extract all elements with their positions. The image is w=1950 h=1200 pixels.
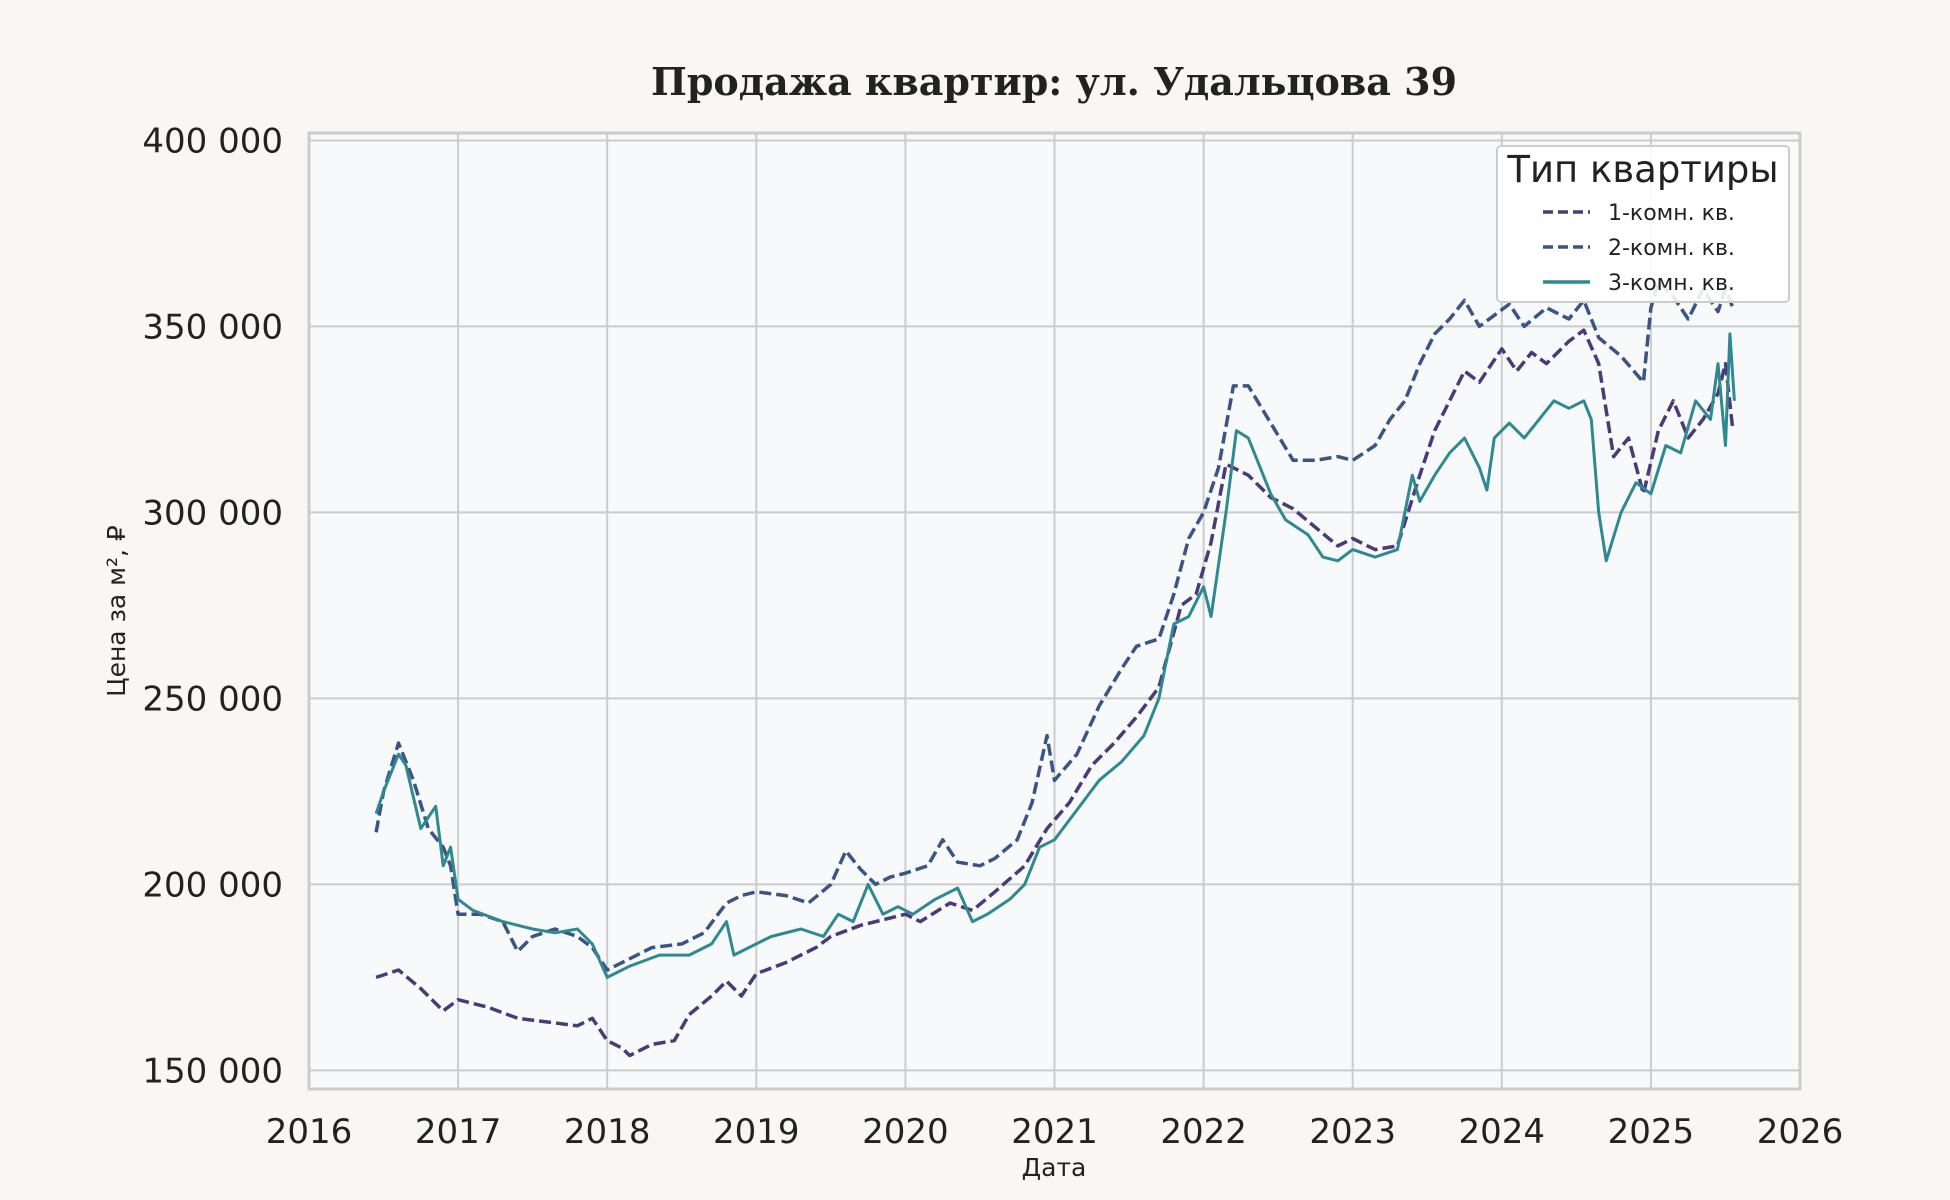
legend-box bbox=[1496, 145, 1790, 303]
y-tick-label: 200 000 bbox=[142, 865, 283, 905]
y-tick-label: 300 000 bbox=[142, 493, 283, 533]
x-tick-label: 2024 bbox=[1459, 1112, 1546, 1152]
y-axis-label: Цена за м², ₽ bbox=[102, 525, 131, 697]
x-tick-label: 2018 bbox=[564, 1112, 651, 1152]
x-tick-label: 2023 bbox=[1309, 1112, 1396, 1152]
legend-label: 2-комн. кв. bbox=[1608, 236, 1735, 261]
y-tick-label: 400 000 bbox=[142, 121, 283, 161]
legend-entries: 1-комн. кв. 2-комн. кв. 3-комн. кв. bbox=[1543, 201, 1735, 296]
y-tick-label: 150 000 bbox=[142, 1051, 283, 1091]
chart-title: Продажа квартир: ул. Удальцова 39 bbox=[651, 59, 1457, 104]
y-tick-label: 250 000 bbox=[142, 679, 283, 719]
x-tick-labels: 2016 2017 2018 2019 2020 2021 2022 2023 2024 2025… bbox=[266, 1112, 1844, 1152]
x-tick-label: 2025 bbox=[1608, 1112, 1695, 1152]
x-tick-label: 2019 bbox=[713, 1112, 800, 1152]
x-axis-label: Дата bbox=[1022, 1153, 1087, 1182]
x-tick-label: 2016 bbox=[266, 1112, 353, 1152]
x-tick-label: 2026 bbox=[1757, 1112, 1844, 1152]
legend-title: Тип квартиры bbox=[1506, 148, 1778, 191]
x-tick-label: 2022 bbox=[1160, 1112, 1247, 1152]
series-lines bbox=[374, 280, 1736, 1058]
x-tick-label: 2017 bbox=[415, 1112, 502, 1152]
series-line bbox=[375, 328, 1735, 1058]
x-tick-label: 2021 bbox=[1011, 1112, 1098, 1152]
legend-label: 1-комн. кв. bbox=[1608, 201, 1735, 226]
legend: Тип квартиры 1-комн. кв. 2-комн. кв. 3-ком… bbox=[1496, 145, 1790, 303]
legend-label: 3-комн. кв. bbox=[1608, 271, 1735, 296]
x-tick-label: 2020 bbox=[862, 1112, 949, 1152]
y-tick-labels: 150 000 200 000 250 000 300 000 350 000 400 0… bbox=[142, 121, 283, 1091]
y-tick-label: 350 000 bbox=[142, 307, 283, 347]
series-line bbox=[374, 332, 1736, 979]
series-line bbox=[374, 280, 1735, 972]
